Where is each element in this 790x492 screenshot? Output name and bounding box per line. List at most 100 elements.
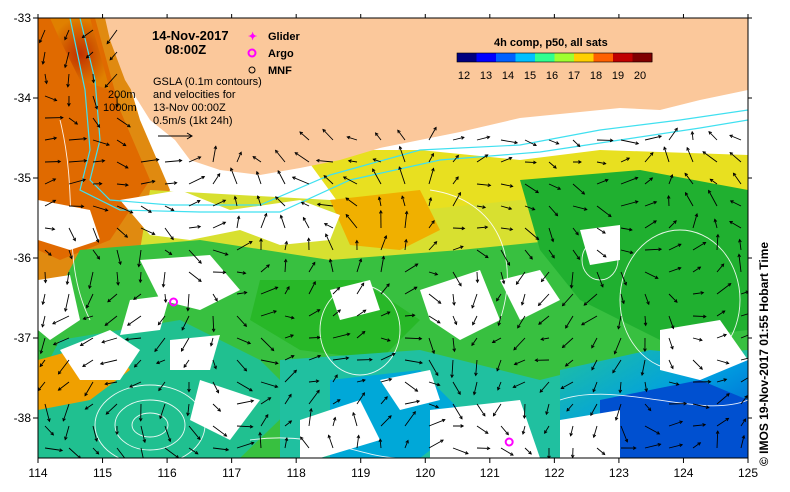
velocity-arrowhead [194,451,199,455]
velocity-arrowhead [79,342,84,347]
velocity-arrow [548,249,555,259]
velocity-arrow [668,421,683,427]
velocity-arrow [260,213,267,229]
velocity-arrow [620,249,633,254]
velocity-arrowhead [125,183,129,187]
velocity-arrow [68,447,81,458]
velocity-arrow [212,249,228,256]
velocity-arrowhead [576,143,581,148]
velocity-arrowhead [634,176,639,181]
velocity-arrowhead [679,420,684,425]
velocity-arrow [730,200,742,207]
velocity-arrow [471,293,478,309]
velocity-arrowhead [509,184,514,188]
velocity-arrowhead [690,130,695,135]
velocity-arrow [561,381,574,389]
velocity-arrowhead [274,384,279,389]
velocity-arrow [513,337,526,351]
velocity-arrow [236,152,242,163]
velocity-arrowhead [328,258,333,263]
velocity-arrowhead [700,291,705,295]
velocity-arrowhead [315,379,320,384]
colorbar-tick-label: 14 [502,70,514,82]
y-tick-label: -38 [14,411,32,425]
velocity-arrowhead [459,245,464,249]
velocity-arrow [42,293,46,305]
velocity-arrowhead [233,195,238,200]
velocity-arrowhead [151,179,156,184]
velocity-arrowhead [183,364,187,368]
velocity-arrow [284,437,288,449]
velocity-arrow [41,315,46,327]
velocity-arrowhead [697,266,702,271]
map-time: 08:00Z [165,42,206,57]
x-tick-label: 123 [609,466,629,480]
velocity-arrowhead [315,158,320,163]
velocity-arrowhead [250,399,255,403]
x-tick-label: 118 [287,466,306,480]
velocity-arrowhead [91,79,96,84]
velocity-arrowhead [721,310,726,314]
velocity-arrowhead [211,328,216,333]
velocity-arrow [212,146,217,163]
velocity-arrowhead [372,158,377,162]
velocity-arrow [500,425,509,435]
velocity-arrowhead [95,450,100,455]
velocity-arrow [345,197,358,207]
velocity-arrowhead [336,286,341,291]
velocity-arrow [401,196,406,207]
velocity-arrow [471,337,478,346]
velocity-arrowhead [187,388,191,393]
velocity-arrow [68,179,86,185]
velocity-arrow [332,309,341,317]
velocity-arrowhead [104,322,109,326]
velocity-arrowhead [656,431,661,435]
colorbar-swatch [457,53,477,62]
legend-argo-label: Argo [268,48,294,60]
velocity-arrow [498,315,502,326]
velocity-arrow [260,286,278,295]
velocity-arrow [615,403,622,421]
velocity-arrowhead [267,397,272,401]
velocity-arrow [473,381,478,395]
velocity-arrowhead [52,321,56,325]
velocity-arrowhead [433,126,437,131]
velocity-arrowhead [538,321,542,325]
velocity-arrowhead [673,299,678,303]
velocity-arrow [452,155,459,163]
velocity-arrow [500,447,514,456]
velocity-arrowhead [623,281,627,286]
velocity-arrow [44,199,56,207]
velocity-arrow [164,447,179,458]
velocity-arrowhead [334,374,338,379]
velocity-arrow [348,160,358,163]
velocity-arrowhead [299,131,304,136]
velocity-arrow [428,337,435,354]
velocity-arrowhead [508,206,513,211]
svg-text:13-Nov 00:00Z: 13-Nov 00:00Z [153,102,226,114]
velocity-arrowhead [472,391,477,396]
velocity-arrowhead [460,136,465,140]
velocity-arrow [596,271,604,288]
velocity-arrow [692,292,704,295]
velocity-arrowhead [259,237,263,242]
velocity-arrowhead [715,233,720,238]
y-tick-label: -34 [14,91,32,105]
velocity-arrow [127,315,142,326]
velocity-arrow [328,435,334,449]
velocity-arrow [716,310,726,317]
velocity-arrowhead [44,80,49,85]
x-axis: 114 115 116 117 118 119 120 121 122 123 124 125 [28,14,758,480]
velocity-arrowhead [617,325,621,330]
velocity-arrow [692,424,706,427]
velocity-arrow [62,403,70,422]
velocity-arrowhead [64,36,68,41]
velocity-arrow [301,201,310,207]
velocity-arrowhead [557,186,562,190]
velocity-arrowhead [201,175,206,180]
velocity-arrow [181,315,190,331]
colorbar-swatch [476,53,497,62]
velocity-arrow [733,172,742,185]
velocity-arrow [139,271,142,283]
velocity-arrowhead [106,142,110,146]
